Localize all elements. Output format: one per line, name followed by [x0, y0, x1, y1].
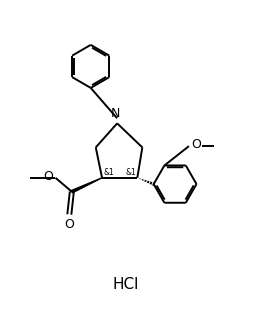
Text: O: O: [44, 170, 53, 183]
Polygon shape: [71, 178, 102, 193]
Text: &1: &1: [103, 167, 114, 176]
Text: O: O: [64, 218, 74, 231]
Text: O: O: [191, 138, 201, 151]
Text: &1: &1: [125, 167, 136, 176]
Text: HCl: HCl: [113, 277, 139, 292]
Text: N: N: [111, 107, 121, 120]
